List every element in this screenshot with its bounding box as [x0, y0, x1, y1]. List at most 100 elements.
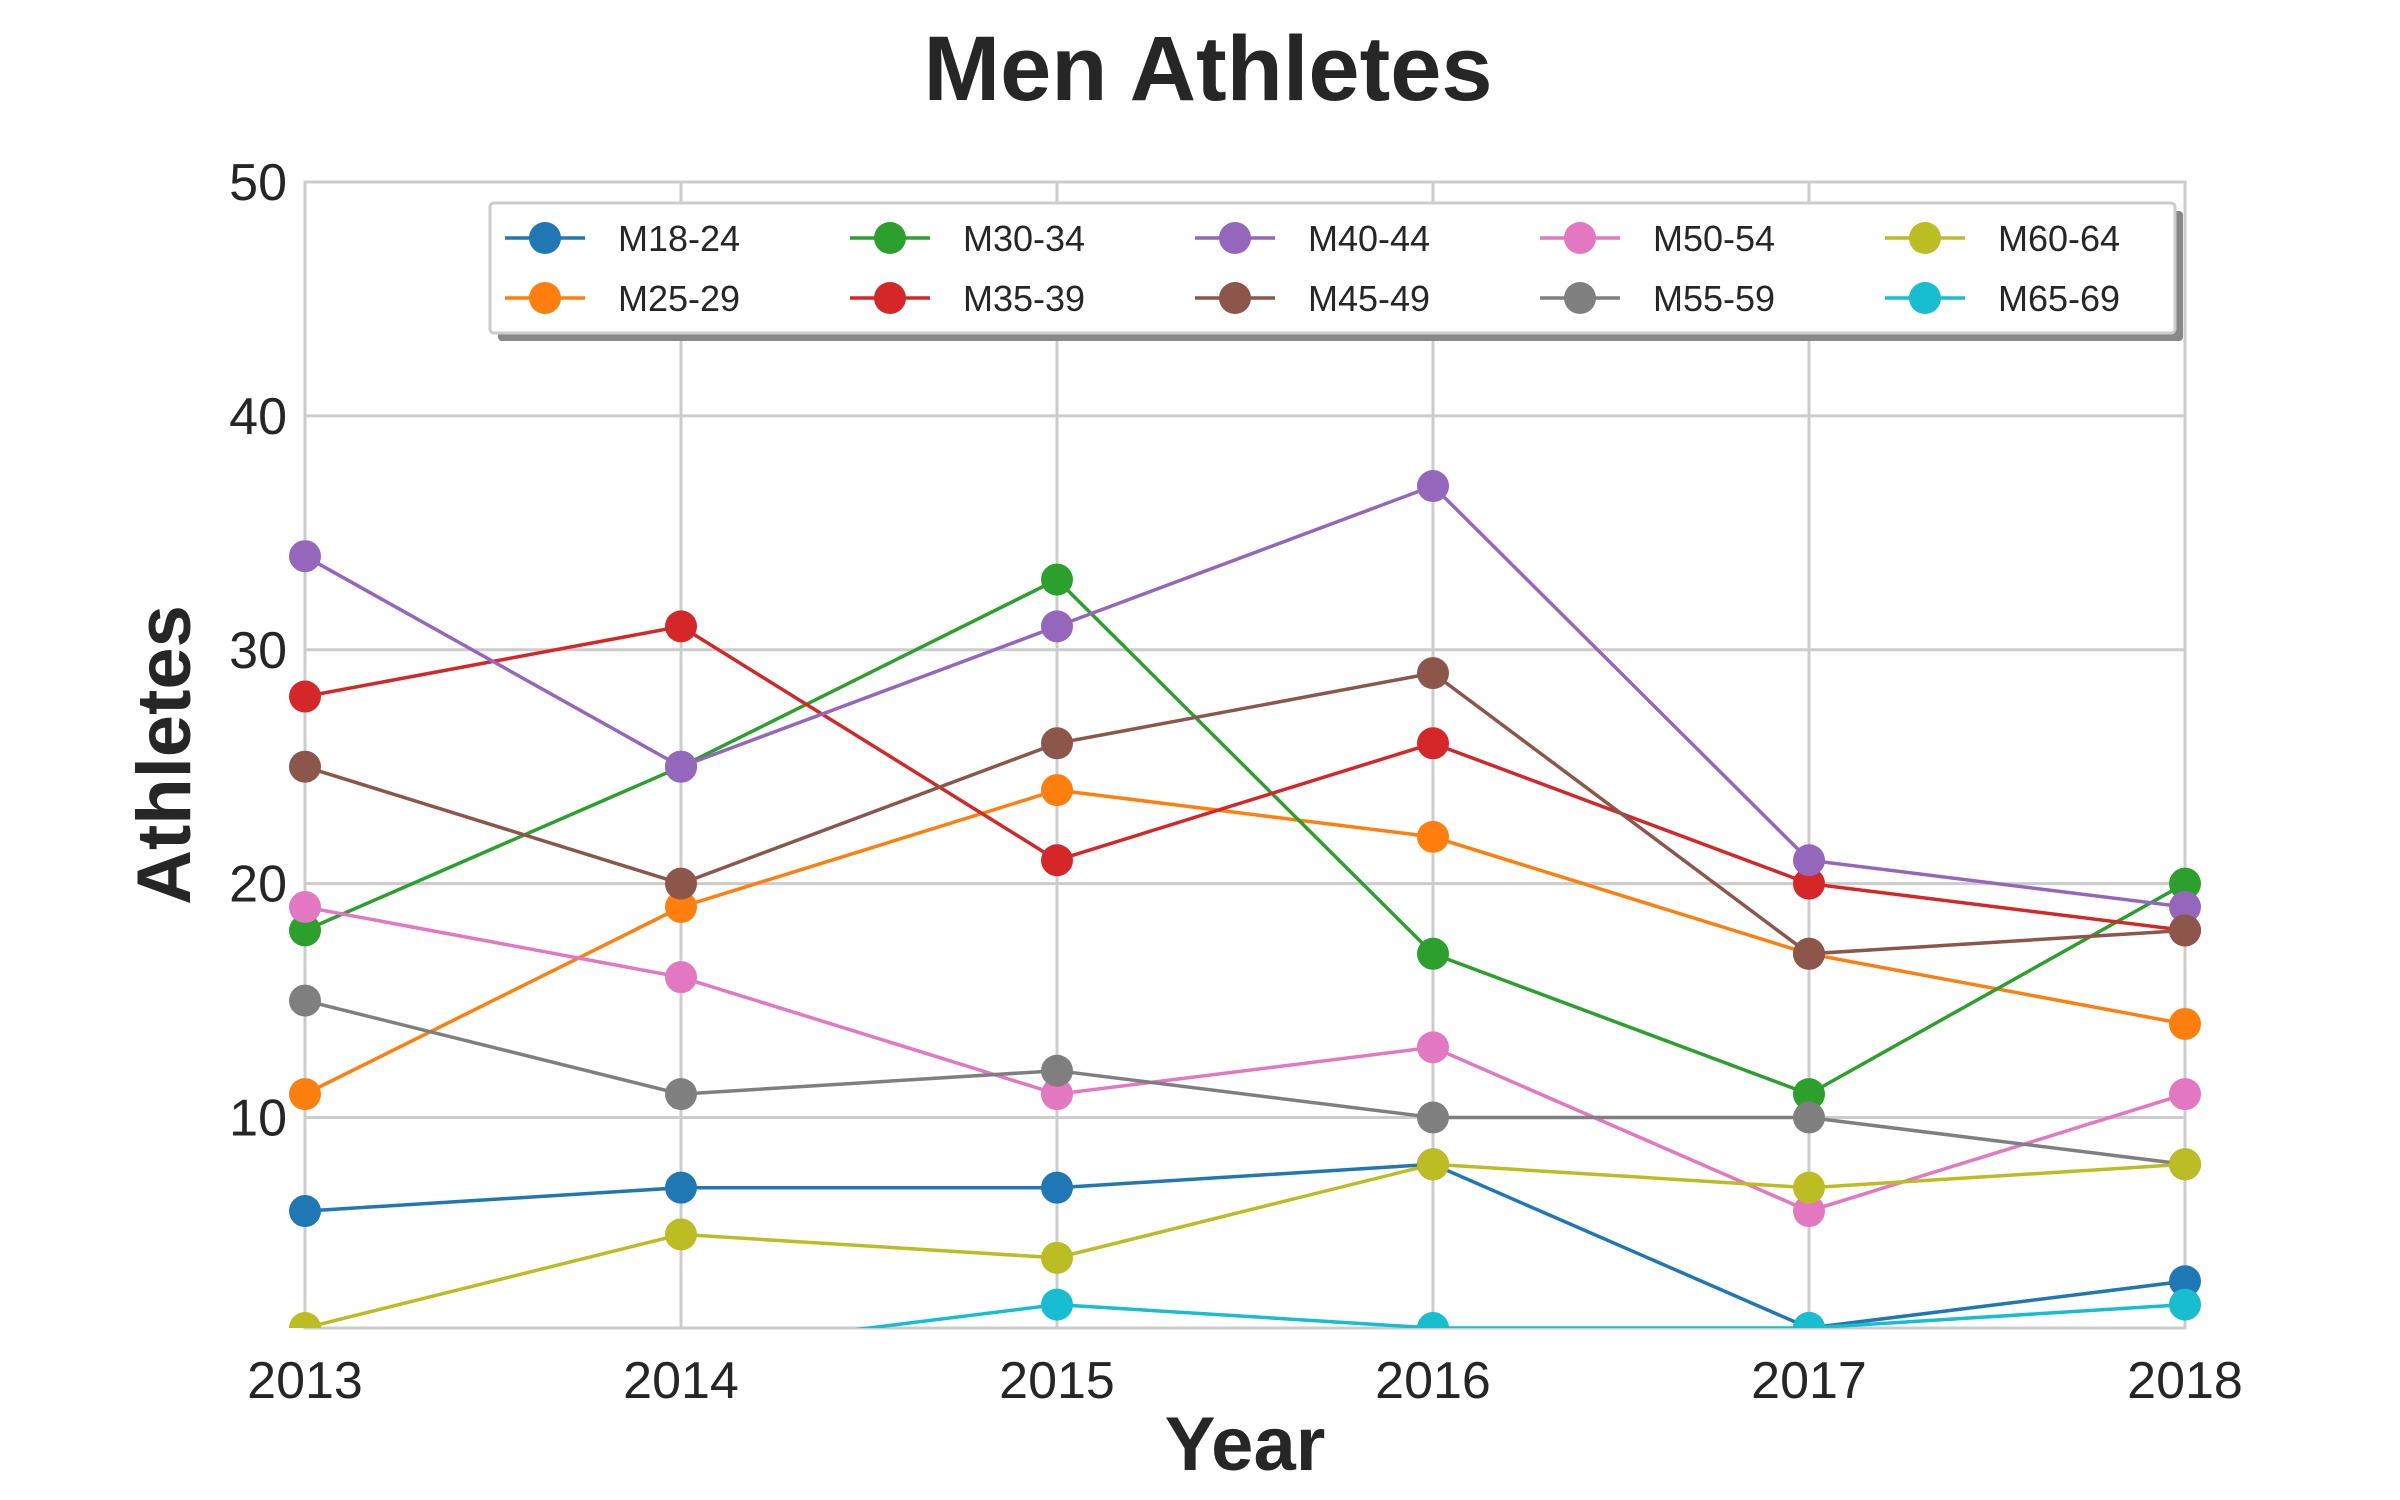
point-M25-29-2014: [665, 891, 697, 924]
series-M25-29: [289, 774, 2201, 1111]
tick-labels: 2013 2014 2015 2016 2017 2018 10 20 30 40 50: [229, 154, 2243, 1410]
legend-marker-M18-24: [529, 222, 561, 254]
point-M50-54-2013: [289, 891, 321, 924]
legend-label-M55-59: M55-59: [1653, 278, 1775, 319]
legend-item-M25-29: M25-29: [505, 278, 740, 319]
legend-item-M18-24: M18-24: [505, 218, 740, 259]
legend-label-M18-24: M18-24: [618, 218, 740, 259]
point-M50-54-2016: [1417, 1031, 1449, 1064]
y-tick-label-30: 30: [229, 622, 287, 680]
legend-marker-M40-44: [1219, 222, 1251, 254]
legend-label-M60-64: M60-64: [1998, 218, 2120, 259]
point-M55-59-2013: [289, 984, 321, 1017]
series-M65-69: [854, 1288, 2201, 1328]
legend-item-M60-64: M60-64: [1885, 218, 2120, 259]
point-M25-29-2016: [1417, 820, 1449, 853]
series-line-M35-39: [304, 624, 2186, 933]
point-M30-34-2016: [1417, 937, 1449, 970]
point-M40-44-2014: [665, 750, 697, 783]
legend-label-M40-44: M40-44: [1308, 218, 1430, 259]
y-tick-label-40: 40: [229, 388, 287, 446]
y-tick-label-10: 10: [229, 1090, 287, 1148]
point-M25-29-2015: [1041, 774, 1073, 807]
x-tick-label-2013: 2013: [247, 1352, 363, 1410]
point-M30-34-2013: [289, 914, 321, 947]
point-M18-24-2015: [1041, 1171, 1073, 1204]
legend-item-M35-39: M35-39: [850, 278, 1085, 319]
y-tick-label-20: 20: [229, 856, 287, 914]
legend-label-M45-49: M45-49: [1308, 278, 1430, 319]
legend-marker-M30-34: [874, 222, 906, 254]
series-line-M25-29: [304, 788, 2186, 1096]
series-line-M50-54: [304, 905, 2186, 1213]
point-M40-44-2018: [2169, 891, 2201, 924]
point-M60-64-2015: [1041, 1241, 1073, 1274]
series-line-M45-49: [304, 671, 2186, 956]
point-M25-29-2013: [289, 1078, 321, 1111]
series-M45-49: [289, 657, 2201, 970]
legend-marker-M55-59: [1564, 282, 1596, 314]
series-layer: [289, 470, 2201, 1328]
point-M60-64-2014: [665, 1218, 697, 1251]
series-line-M65-69: [854, 1302, 2186, 1328]
point-M35-39-2014: [665, 610, 697, 643]
series-M35-39: [289, 610, 2201, 947]
grid: [303, 180, 2187, 1328]
legend-item-M50-54: M50-54: [1540, 218, 1775, 259]
point-M55-59-2016: [1417, 1101, 1449, 1134]
legend-label-M35-39: M35-39: [963, 278, 1085, 319]
point-M50-54-2018: [2169, 1078, 2201, 1111]
plot-frame: [303, 180, 2187, 1330]
series-line-M60-64: [304, 1162, 2186, 1328]
x-axis-label: Year: [1165, 1402, 1326, 1487]
legend-item-M40-44: M40-44: [1195, 218, 1430, 259]
point-M65-69-2018: [2169, 1288, 2201, 1321]
y-axis-label: Athletes: [122, 605, 207, 905]
point-M45-49-2017: [1793, 937, 1825, 970]
x-tick-label-2016: 2016: [1375, 1352, 1491, 1410]
point-M55-59-2014: [665, 1078, 697, 1111]
legend-label-M50-54: M50-54: [1653, 218, 1775, 259]
legend-item-M55-59: M55-59: [1540, 278, 1775, 319]
point-M65-69-2015: [1041, 1288, 1073, 1321]
point-M45-49-2013: [289, 750, 321, 783]
x-tick-label-2017: 2017: [1751, 1352, 1867, 1410]
legend-marker-M45-49: [1219, 282, 1251, 314]
x-tick-label-2018: 2018: [2127, 1352, 2243, 1410]
point-M65-69-2016: [1417, 1312, 1449, 1328]
legend-label-M30-34: M30-34: [963, 218, 1085, 259]
point-M30-34-2017: [1793, 1078, 1825, 1111]
point-M40-44-2017: [1793, 844, 1825, 877]
point-M35-39-2013: [289, 680, 321, 713]
point-M65-69-2017: [1793, 1312, 1825, 1328]
point-M40-44-2015: [1041, 610, 1073, 643]
legend-marker-M60-64: [1909, 222, 1941, 254]
legend-label-M25-29: M25-29: [618, 278, 740, 319]
series-M60-64: [289, 1148, 2201, 1328]
point-M40-44-2013: [289, 540, 321, 573]
series-M55-59: [289, 984, 2201, 1181]
point-M35-39-2015: [1041, 844, 1073, 877]
point-M25-29-2018: [2169, 1007, 2201, 1040]
point-M55-59-2015: [1041, 1054, 1073, 1087]
y-tick-label-50: 50: [229, 154, 287, 212]
x-tick-label-2015: 2015: [999, 1352, 1115, 1410]
series-line-M40-44: [304, 483, 2186, 909]
point-M60-64-2013: [289, 1312, 321, 1328]
legend-item-M45-49: M45-49: [1195, 278, 1430, 319]
point-M45-49-2016: [1417, 657, 1449, 690]
point-M50-54-2017: [1793, 1195, 1825, 1228]
point-M18-24-2013: [289, 1195, 321, 1228]
point-M18-24-2014: [665, 1171, 697, 1204]
chart-title: Men Athletes: [923, 18, 1492, 120]
legend-label-M65-69: M65-69: [1998, 278, 2120, 319]
point-M35-39-2017: [1793, 867, 1825, 900]
legend-item-M30-34: M30-34: [850, 218, 1085, 259]
series-line-M30-34: [304, 577, 2186, 1097]
point-M60-64-2016: [1417, 1148, 1449, 1181]
point-M18-24-2018: [2169, 1265, 2201, 1298]
point-M45-49-2014: [665, 867, 697, 900]
point-M30-34-2015: [1041, 563, 1073, 596]
series-line-M18-24: [304, 1162, 2186, 1328]
